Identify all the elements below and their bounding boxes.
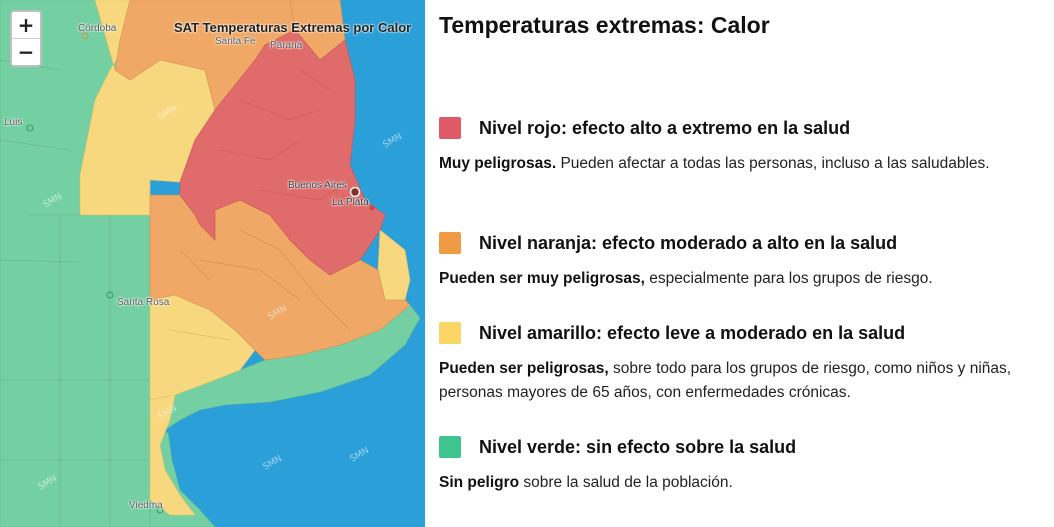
city-label-buenos-aires: Buenos Aires bbox=[288, 180, 347, 191]
level-yellow: Nivel amarillo: efecto leve a moderado e… bbox=[439, 322, 1034, 405]
city-marker bbox=[26, 124, 34, 132]
map-title: SAT Temperaturas Extremas por Calor bbox=[174, 20, 412, 35]
level-yellow-bold: Pueden ser peligrosas, bbox=[439, 360, 609, 377]
level-green-bold: Sin peligro bbox=[439, 474, 520, 491]
level-orange-text: especialmente para los grupos de riesgo. bbox=[644, 270, 933, 287]
level-yellow-text: sobre todo para los grupos de riesgo, co… bbox=[439, 360, 1012, 401]
level-red-bold: Muy peligrosas. bbox=[439, 155, 557, 172]
city-label-san-luis: Luis bbox=[4, 117, 23, 128]
city-marker bbox=[369, 205, 375, 211]
city-marker bbox=[106, 291, 114, 299]
alert-map[interactable]: SMN SMN SMN SMN SMN SMN SMN SMN + − SAT … bbox=[0, 0, 425, 527]
yellow-swatch bbox=[439, 322, 461, 344]
level-orange-name: Nivel naranja: efecto moderado a alto en… bbox=[479, 232, 898, 253]
zoom-out-button[interactable]: − bbox=[12, 38, 40, 65]
zoom-in-button[interactable]: + bbox=[17, 13, 35, 37]
level-yellow-name: Nivel amarillo: efecto leve a moderado e… bbox=[479, 322, 906, 343]
level-yellow-description: Pueden ser peligrosas, sobre todo para l… bbox=[439, 357, 1034, 405]
level-red-text: Pueden afectar a todas las personas, inc… bbox=[556, 155, 990, 172]
map-canvas[interactable]: SMN SMN SMN SMN SMN SMN SMN SMN bbox=[0, 0, 425, 527]
zoom-control[interactable]: + − bbox=[10, 10, 42, 67]
level-red: Nivel rojo: efecto alto a extremo en la … bbox=[439, 117, 1034, 176]
city-marker bbox=[81, 32, 89, 40]
city-label-cordoba: Córdoba bbox=[78, 23, 117, 34]
legend-panel: Temperaturas extremas: Calor Nivel rojo:… bbox=[439, 0, 1039, 527]
legend-title: Temperaturas extremas: Calor bbox=[439, 12, 770, 38]
city-marker bbox=[156, 506, 164, 514]
city-label-parana: Paraná bbox=[270, 40, 303, 51]
level-green: Nivel verde: sin efecto sobre la salud S… bbox=[439, 436, 1034, 495]
city-label-santa-fe: Santa Fe bbox=[215, 36, 256, 47]
city-label-la-plata: La Plata bbox=[332, 197, 369, 208]
level-orange-description: Pueden ser muy peligrosas, especialmente… bbox=[439, 267, 1034, 291]
level-orange: Nivel naranja: efecto moderado a alto en… bbox=[439, 232, 1034, 291]
red-zone bbox=[179, 29, 386, 276]
orange-swatch bbox=[439, 232, 461, 254]
district-lines bbox=[0, 59, 351, 527]
level-red-description: Muy peligrosas. Pueden afectar a todas l… bbox=[439, 152, 1034, 176]
level-green-description: Sin peligro sobre la salud de la poblaci… bbox=[439, 471, 1034, 495]
green-swatch bbox=[439, 436, 461, 458]
level-orange-bold: Pueden ser muy peligrosas, bbox=[439, 270, 645, 287]
city-label-santa-rosa: Santa Rosa bbox=[117, 297, 170, 308]
city-label-viedma: Viedma bbox=[129, 500, 163, 511]
capital-marker bbox=[349, 186, 361, 198]
level-green-text: sobre la salud de la población. bbox=[519, 474, 733, 491]
level-red-name: Nivel rojo: efecto alto a extremo en la … bbox=[479, 117, 851, 138]
level-green-name: Nivel verde: sin efecto sobre la salud bbox=[479, 436, 797, 457]
red-swatch bbox=[439, 117, 461, 139]
